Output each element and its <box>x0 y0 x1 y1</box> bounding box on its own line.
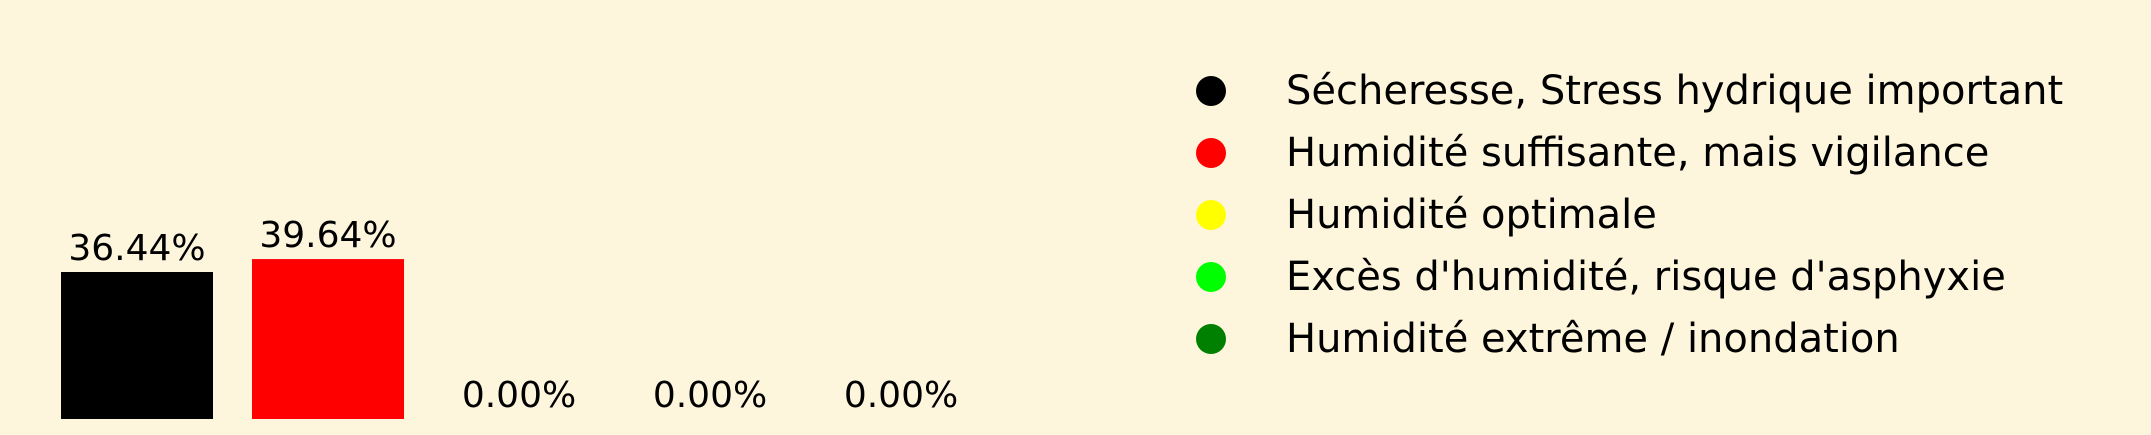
legend-marker-2 <box>1196 138 1226 168</box>
bar-1 <box>61 272 213 419</box>
bar-value-label-1: 36.44% <box>68 228 205 269</box>
bar-value-label-3: 0.00% <box>462 375 576 416</box>
legend-label-4: Excès d'humidité, risque d'asphyxie <box>1286 254 2006 300</box>
legend-marker-5 <box>1196 324 1226 354</box>
bars-group <box>61 259 404 419</box>
value-labels-group: 36.44% 39.64% 0.00% 0.00% 0.00% <box>68 215 958 416</box>
legend-label-2: Humidité suffisante, mais vigilance <box>1286 130 1989 176</box>
bar-2 <box>252 259 404 419</box>
bar-value-label-2: 39.64% <box>259 215 396 256</box>
legend-label-3: Humidité optimale <box>1286 192 1657 238</box>
legend: Sécheresse, Stress hydrique important Hum… <box>1196 68 2063 362</box>
legend-label-5: Humidité extrême / inondation <box>1286 316 1900 362</box>
legend-marker-4 <box>1196 262 1226 292</box>
legend-marker-3 <box>1196 200 1226 230</box>
legend-marker-1 <box>1196 76 1226 106</box>
bar-value-label-4: 0.00% <box>653 375 767 416</box>
bar-value-label-5: 0.00% <box>844 375 958 416</box>
legend-label-1: Sécheresse, Stress hydrique important <box>1286 68 2063 114</box>
